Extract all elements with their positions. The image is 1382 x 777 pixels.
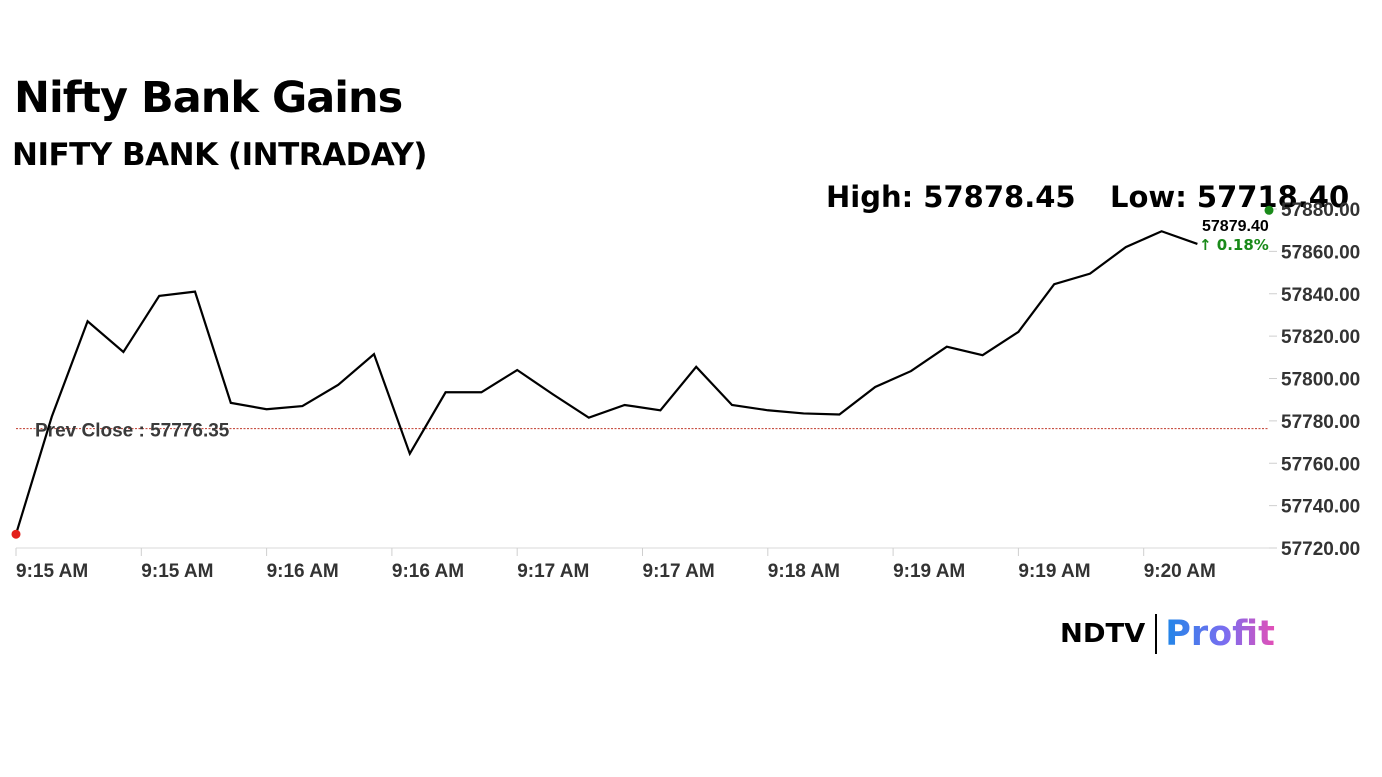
start-point-dot <box>11 529 21 539</box>
y-tick-label: 57820.00 <box>1281 327 1360 348</box>
high-value: High: 57878.45 <box>826 180 1076 214</box>
y-tick-label: 57840.00 <box>1281 285 1360 306</box>
x-tick-label: 9:20 AM <box>1144 561 1216 582</box>
x-tick-label: 9:16 AM <box>267 561 339 582</box>
y-tick-label: 57800.00 <box>1281 370 1360 391</box>
x-tick-label: 9:19 AM <box>1018 561 1090 582</box>
chart-markers: 57879.40↑ 0.18% <box>11 205 1274 539</box>
profit-wordmark: Profit <box>1165 614 1275 654</box>
y-tick-label: 57860.00 <box>1281 242 1360 263</box>
ndtv-wordmark: NDTV <box>1060 619 1146 649</box>
x-tick-label: 9:18 AM <box>768 561 840 582</box>
change-percent-label: ↑ 0.18% <box>1199 236 1269 254</box>
last-price-label: 57879.40 <box>1202 218 1269 235</box>
x-tick-label: 9:17 AM <box>643 561 715 582</box>
chart-subtitle: NIFTY BANK (INTRADAY) <box>12 137 427 173</box>
prev-close-reference: Prev Close : 57776.35 <box>16 421 1269 442</box>
y-tick-label: 57780.00 <box>1281 412 1360 433</box>
x-tick-label: 9:15 AM <box>16 561 88 582</box>
y-tick-label: 57720.00 <box>1281 539 1360 560</box>
x-tick-label: 9:19 AM <box>893 561 965 582</box>
price-line <box>14 230 1198 535</box>
page-title: Nifty Bank Gains <box>14 73 403 123</box>
prev-close-label: Prev Close : 57776.35 <box>35 421 230 442</box>
logo-divider <box>1155 614 1158 654</box>
y-tick-label: 57880.00 <box>1281 200 1360 221</box>
last-price-dot <box>1264 205 1274 215</box>
price-series <box>14 230 1198 535</box>
y-tick-label: 57760.00 <box>1281 454 1360 475</box>
low-value: Low: 57718.40 <box>1110 180 1350 214</box>
chart-axes: 9:15 AM 9:15 AM 9:16 AM 9:16 AM 9:17 AM 9:17 … <box>15 200 1360 582</box>
y-tick-label: 57740.00 <box>1281 497 1360 518</box>
x-tick-label: 9:17 AM <box>517 561 589 582</box>
x-tick-label: 9:16 AM <box>392 561 464 582</box>
ndtv-profit-logo: NDTV Profit <box>1060 612 1275 656</box>
x-tick-label: 9:15 AM <box>141 561 213 582</box>
